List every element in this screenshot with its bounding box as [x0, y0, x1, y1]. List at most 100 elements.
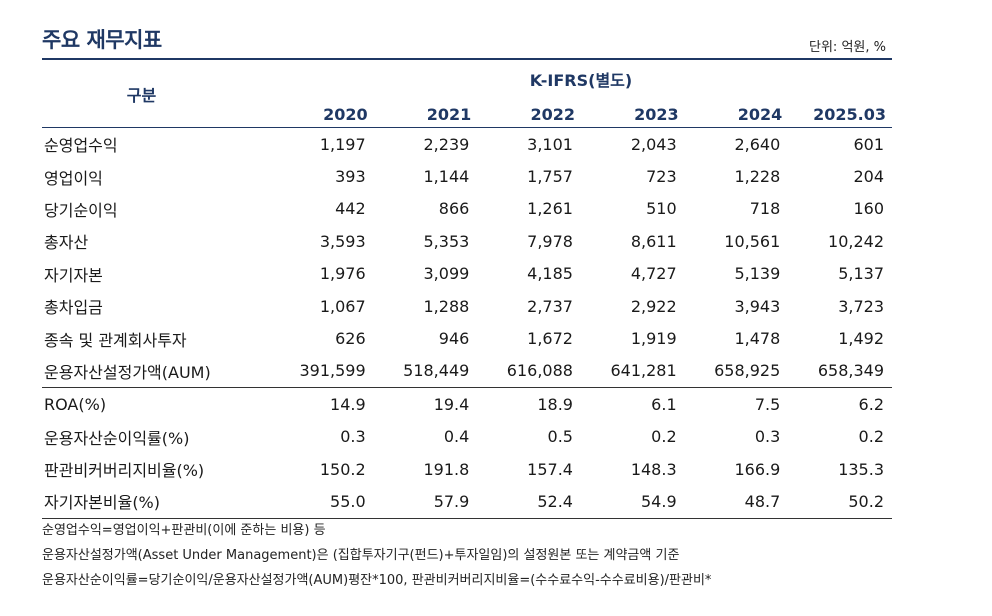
value-cell: 57.9	[373, 485, 478, 519]
value-cell: 6.2	[788, 387, 892, 421]
value-cell: 658,349	[817, 361, 884, 381]
value-cell: 157.4	[527, 459, 573, 479]
value-cell: 54.9	[580, 485, 685, 519]
table-row: 자기자본 1,976 3,099 4,185 4,727 5,139 5,137	[42, 258, 892, 290]
value-cell: 52.4	[477, 485, 581, 519]
value-cell: 4,185	[527, 264, 573, 284]
value-cell: 204	[853, 167, 884, 187]
category-header: 구분	[42, 58, 270, 128]
value-cell: 2,239	[423, 134, 470, 154]
value-cell: 510	[646, 199, 677, 219]
value-cell: 160	[853, 199, 884, 219]
value-cell: 1,757	[527, 167, 573, 187]
footnote: 운용자산순이익률=당기순이익/운용자산설정가액(AUM)평잔*100, 판관비커…	[42, 573, 712, 588]
value-cell: 393	[335, 167, 366, 187]
row-label: 총차입금	[44, 298, 103, 318]
value-cell: 3,099	[423, 264, 470, 284]
value-cell: 616,088	[506, 361, 573, 381]
value-cell: 4,727	[630, 264, 677, 284]
value-cell: 0.3	[340, 427, 366, 447]
value-cell: 866	[438, 199, 470, 219]
value-cell: 19.4	[373, 387, 478, 421]
footnote: 순영업수익=영업이익+판관비(이에 준하는 비용) 등	[42, 523, 326, 538]
value-cell: 3,101	[527, 134, 573, 154]
value-cell: 1,288	[423, 296, 470, 316]
value-cell: 18.9	[477, 387, 581, 421]
value-cell: 8,611	[630, 231, 677, 251]
value-cell: 518,449	[403, 361, 470, 381]
value-cell: 946	[438, 329, 470, 349]
row-label: 당기순이익	[44, 200, 118, 220]
value-cell: 1,672	[527, 329, 573, 349]
table-row: 총자산 3,593 5,353 7,978 8,611 10,561 10,242	[42, 225, 892, 257]
group-header: K-IFRS(별도)	[529, 71, 633, 90]
value-cell: 2,737	[527, 296, 573, 316]
row-label: 운용자산설정가액(AUM)	[44, 362, 211, 382]
value-cell: 14.9	[270, 387, 374, 421]
value-cell: 3,723	[838, 296, 884, 316]
value-cell: 1,492	[838, 329, 884, 349]
value-cell: 601	[853, 134, 884, 154]
value-cell: 10,242	[828, 231, 884, 251]
row-label: 자기자본	[44, 265, 103, 285]
value-cell: 135.3	[838, 459, 884, 479]
value-cell: 148.3	[630, 459, 677, 479]
row-label: 영업이익	[44, 168, 103, 188]
year-header: 2025.03	[788, 92, 892, 128]
value-cell: 166.9	[734, 459, 781, 479]
value-cell: 150.2	[319, 459, 366, 479]
value-cell: 50.2	[788, 485, 892, 519]
value-cell: 3,593	[319, 231, 366, 251]
value-cell: 5,353	[423, 231, 470, 251]
footnote: 운용자산설정가액(Asset Under Management)은 (집합투자기…	[42, 548, 680, 563]
value-cell: 1,976	[319, 264, 366, 284]
year-header: 2024	[684, 92, 789, 128]
value-cell: 0.2	[651, 427, 677, 447]
financial-indicators-table: 구분 K-IFRS(별도) 2020 2021 2022 2023 2024 2…	[42, 58, 892, 519]
year-header: 2022	[477, 92, 581, 128]
table-row: ROA(%) 14.9 19.4 18.9 6.1 7.5 6.2	[42, 387, 892, 421]
value-cell: 1,144	[423, 167, 470, 187]
table-row: 총차입금 1,067 1,288 2,737 2,922 3,943 3,723	[42, 290, 892, 322]
year-header: 2020	[270, 92, 374, 128]
value-cell: 2,922	[630, 296, 677, 316]
table-row: 자기자본비율(%) 55.0 57.9 52.4 54.9 48.7 50.2	[42, 485, 892, 519]
table-body: 순영업수익 1,197 2,239 3,101 2,043 2,640 601 영업이익 393…	[42, 128, 892, 519]
value-cell: 626	[335, 329, 366, 349]
table-row: 당기순이익 442 866 1,261 510 718 160	[42, 193, 892, 225]
value-cell: 641,281	[610, 361, 677, 381]
value-cell: 7,978	[527, 231, 573, 251]
value-cell: 391,599	[299, 361, 366, 381]
value-cell: 191.8	[423, 459, 470, 479]
page-title: 주요 재무지표	[42, 28, 162, 52]
value-cell: 723	[646, 167, 677, 187]
year-header: 2023	[580, 92, 685, 128]
value-cell: 7.5	[684, 387, 789, 421]
row-label: ROA(%)	[42, 387, 270, 421]
table-row: 종속 및 관계회사투자 626 946 1,672 1,919 1,478 1,492	[42, 322, 892, 354]
value-cell: 6.1	[580, 387, 685, 421]
table-row: 영업이익 393 1,144 1,757 723 1,228 204	[42, 160, 892, 192]
row-label: 총자산	[44, 233, 89, 253]
table-row: 판관비커버리지비율(%) 150.2 191.8 157.4 148.3 166.9 135…	[42, 453, 892, 485]
value-cell: 2,640	[734, 134, 781, 154]
value-cell: 0.4	[443, 427, 470, 447]
value-cell: 48.7	[684, 485, 789, 519]
table-row: 운용자산순이익률(%) 0.3 0.4 0.5 0.2 0.3 0.2	[42, 421, 892, 453]
value-cell: 10,561	[724, 231, 781, 251]
row-label: 판관비커버리지비율(%)	[44, 461, 205, 481]
value-cell: 1,478	[734, 329, 781, 349]
row-label: 자기자본비율(%)	[42, 485, 270, 519]
value-cell: 718	[749, 199, 781, 219]
value-cell: 658,925	[714, 361, 781, 381]
value-cell: 0.2	[858, 427, 884, 447]
year-header: 2021	[373, 92, 478, 128]
table-row: 순영업수익 1,197 2,239 3,101 2,043 2,640 601	[42, 128, 892, 161]
table-row: 운용자산설정가액(AUM) 391,599 518,449 616,088 641,28…	[42, 355, 892, 388]
value-cell: 0.3	[754, 427, 781, 447]
value-cell: 1,197	[319, 134, 366, 154]
group-header-cell: K-IFRS(별도)	[270, 58, 892, 92]
row-label: 종속 및 관계회사투자	[44, 330, 187, 350]
footnotes: 순영업수익=영업이익+판관비(이에 준하는 비용) 등 운용자산설정가액(Ass…	[42, 518, 711, 593]
value-cell: 5,137	[838, 264, 884, 284]
